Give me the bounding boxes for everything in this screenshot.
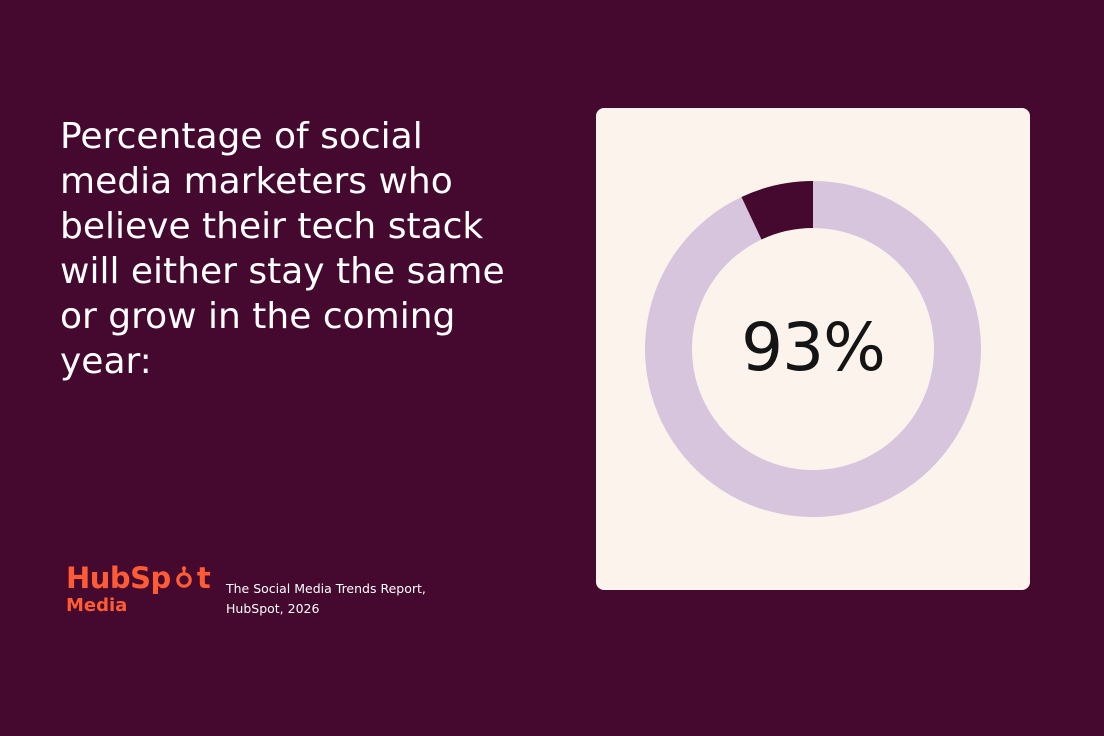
hubspot-media-logo: HubSp t Media	[66, 561, 211, 616]
logo-word-start: HubSp	[66, 561, 171, 595]
source-citation: The Social Media Trends Report, HubSpot,…	[226, 579, 456, 619]
donut-slice-remainder	[741, 181, 813, 240]
donut-chart	[645, 181, 981, 517]
sprocket-icon	[176, 566, 192, 588]
logo-word-end: t	[196, 561, 211, 595]
center-value-label: 93%	[741, 309, 886, 386]
source-line-2: HubSpot, 2026	[226, 601, 320, 616]
logo-subtitle: Media	[66, 595, 128, 616]
logo-wordmark: HubSp t	[66, 561, 211, 595]
source-line-1: The Social Media Trends Report,	[226, 581, 426, 596]
headline: Percentage of social media marketers who…	[60, 116, 505, 382]
chart-card: 93%	[596, 108, 1030, 590]
